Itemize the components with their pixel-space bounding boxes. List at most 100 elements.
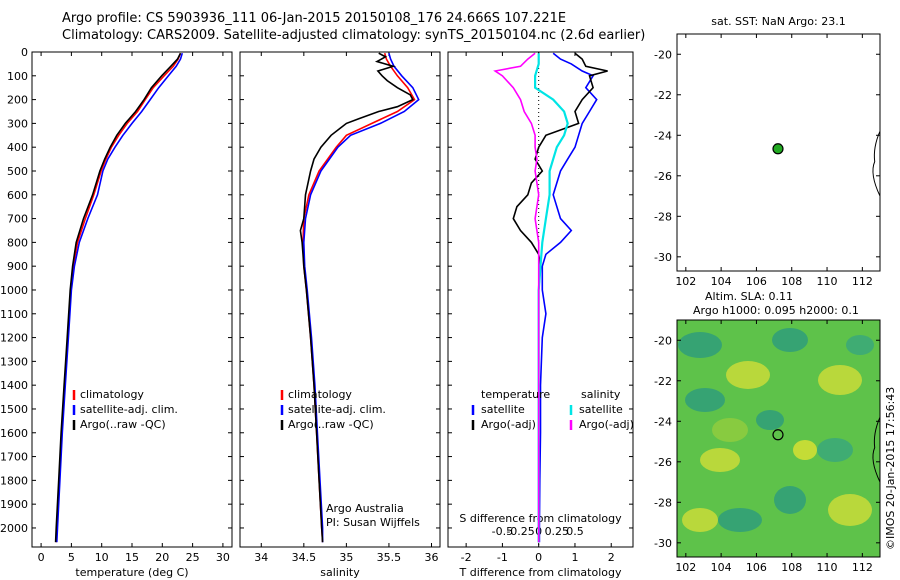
sla-anomaly-blob [793, 440, 817, 460]
x-tick-label: 34.5 [292, 551, 317, 564]
top-axis-tick-label: -0.5 [492, 525, 513, 538]
x-tick-label: 5 [68, 551, 75, 564]
series-line-temperature-climatology [55, 52, 182, 543]
sla-anomaly-blob [718, 508, 762, 532]
y-tick-label: 2000 [0, 522, 28, 535]
top-axis-tick-label: -0.25 [506, 525, 534, 538]
figure-title-line1: Argo profile: CS 5903936_111 06-Jan-2015… [62, 11, 567, 26]
x-tick-label: 110 [817, 561, 838, 574]
plot-frame-temperature [31, 51, 233, 548]
map-title-line2: Argo h1000: 0.095 h2000: 0.1 [693, 304, 859, 317]
series-line-differences-argoadj [512, 52, 608, 543]
argo-location-marker [772, 143, 784, 155]
x-tick-label: 20 [155, 551, 169, 564]
top-axis-label: S difference from climatology [459, 512, 622, 525]
y-tick-label: 1600 [0, 427, 28, 440]
y-tick-label: 0 [21, 46, 28, 59]
x-tick-label: 25 [186, 551, 200, 564]
x-tick-label: 104 [711, 561, 732, 574]
x-tick-label: 106 [746, 275, 767, 288]
legend-label: climatology [80, 388, 144, 401]
sla-anomaly-blob [685, 388, 725, 412]
legend-label: satellite [579, 403, 623, 416]
y-tick-label: 500 [7, 165, 28, 178]
x-tick-label: 34 [254, 551, 268, 564]
x-tick-label: 112 [852, 561, 873, 574]
x-tick-label: 30 [216, 551, 230, 564]
x-tick-label: 112 [852, 275, 873, 288]
sla-anomaly-blob [846, 335, 874, 355]
y-tick-label: -22 [654, 89, 672, 102]
sla-anomaly-blob [678, 332, 722, 358]
sla-anomaly-blob [726, 361, 770, 389]
legend-title: salinity [581, 388, 621, 401]
x-axis-label: temperature (deg C) [75, 566, 188, 579]
y-tick-label: -24 [654, 129, 672, 142]
legend-label: satellite-adj. clim. [288, 403, 386, 416]
map-frame-sst_map [676, 33, 881, 272]
x-tick-label: 0 [535, 551, 542, 564]
x-axis-label-bottom: T difference from climatology [459, 566, 622, 579]
figure-title-line2: Climatology: CARS2009. Satellite-adjuste… [62, 28, 646, 43]
x-tick-label: 104 [711, 275, 732, 288]
legend-label: satellite-adj. clim. [80, 403, 178, 416]
legend-label: Argo(..raw -QC) [80, 418, 166, 431]
x-tick-label: 102 [675, 275, 696, 288]
y-tick-label: 1000 [0, 284, 28, 297]
coastline [872, 417, 881, 483]
x-tick-label: 106 [746, 561, 767, 574]
y-tick-label: -20 [654, 48, 672, 61]
y-tick-label: -28 [654, 210, 672, 223]
top-axis-tick-label: 0.25 [545, 525, 570, 538]
x-tick-label: 102 [675, 561, 696, 574]
sla-anomaly-blob [756, 410, 784, 430]
map-title: sat. SST: NaN Argo: 23.1 [711, 15, 845, 28]
y-tick-label: 1700 [0, 451, 28, 464]
x-tick-label: 36 [424, 551, 438, 564]
x-tick-label: -2 [461, 551, 472, 564]
x-tick-label: -1 [497, 551, 508, 564]
series-line-temperature-satelliteadjclim [56, 52, 184, 543]
map-frame-sla_map [676, 319, 881, 558]
y-tick-label: 1200 [0, 332, 28, 345]
series-line-salinity-argorawqc [299, 52, 414, 543]
y-tick-label: 1400 [0, 379, 28, 392]
imos-timestamp-label: ©IMOS 20-Jan-2015 17:56:43 [884, 386, 897, 550]
y-tick-label: -28 [654, 496, 672, 509]
series-line-temperature-argorawqc [54, 52, 182, 543]
y-tick-label: 800 [7, 236, 28, 249]
sla-anomaly-blob [682, 508, 718, 532]
y-tick-label: 300 [7, 117, 28, 130]
y-tick-label: -30 [654, 251, 672, 264]
y-tick-label: -22 [654, 375, 672, 388]
x-tick-label: 10 [95, 551, 109, 564]
legend-title: temperature [481, 388, 550, 401]
argo-location-marker [772, 429, 784, 441]
series-line-salinity-satelliteadjclim [302, 52, 420, 543]
legend-label: Argo(-adj) [579, 418, 634, 431]
y-tick-label: 1100 [0, 308, 28, 321]
y-tick-label: 600 [7, 189, 28, 202]
legend-label: satellite [481, 403, 525, 416]
series-line-differences-argoadj [493, 52, 540, 543]
plot-frame-salinity [239, 51, 441, 548]
y-tick-label: -20 [654, 334, 672, 347]
x-tick-label: 0 [38, 551, 45, 564]
y-tick-label: 900 [7, 260, 28, 273]
sla-anomaly-blob [828, 494, 872, 526]
y-tick-label: 1500 [0, 403, 28, 416]
coastline [872, 131, 881, 197]
map-title-line1: Altim. SLA: 0.11 [705, 290, 793, 303]
y-tick-label: -30 [654, 537, 672, 550]
y-tick-label: -26 [654, 456, 672, 469]
legend-label: Argo(-adj) [481, 418, 536, 431]
annotation-text: Argo Australia [326, 502, 404, 515]
y-tick-label: 700 [7, 213, 28, 226]
legend-label: Argo(..raw -QC) [288, 418, 374, 431]
x-tick-label: 108 [781, 561, 802, 574]
y-tick-label: 1800 [0, 474, 28, 487]
sla-anomaly-blob [772, 328, 808, 352]
x-tick-label: 1 [571, 551, 578, 564]
y-tick-label: 1300 [0, 355, 28, 368]
